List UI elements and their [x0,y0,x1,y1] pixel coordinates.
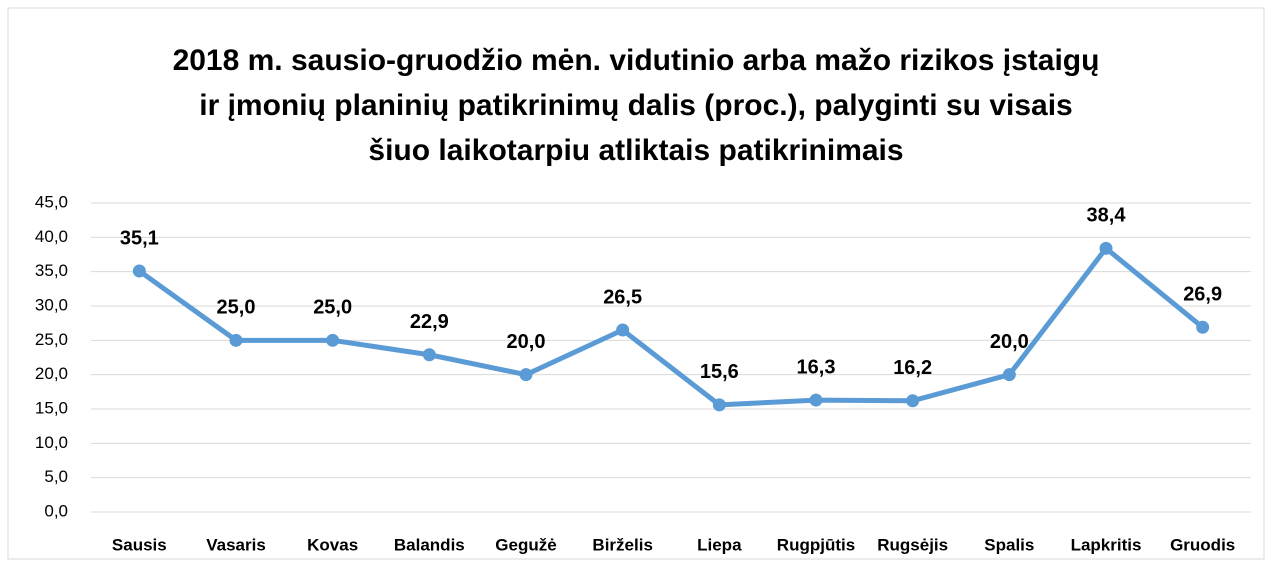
y-tick-label: 45,0 [35,192,68,211]
x-tick-label: Balandis [394,535,465,554]
data-label: 15,6 [700,361,739,383]
data-label: 20,0 [990,331,1029,353]
marker [1002,368,1016,382]
x-tick-label: Liepa [697,535,742,554]
marker [326,333,340,347]
data-label: 22,9 [410,311,449,333]
data-label: 26,9 [1183,284,1222,306]
chart-title: ir įmonių planinių patikrinimų dalis (pr… [199,89,1072,122]
data-label: 38,4 [1087,205,1127,227]
x-tick-label: Birželis [592,535,652,554]
data-label: 20,0 [507,331,546,353]
x-tick-label: Lapkritis [1071,535,1142,554]
y-tick-label: 30,0 [35,295,68,314]
y-tick-label: 10,0 [35,433,68,452]
x-tick-label: Sausis [112,535,167,554]
data-label: 16,3 [797,356,836,378]
x-tick-label: Spalis [984,535,1034,554]
y-tick-label: 25,0 [35,330,68,349]
marker [422,348,436,362]
data-label: 26,5 [603,286,642,308]
marker [616,323,630,337]
x-tick-label: Gruodis [1170,535,1235,554]
data-label: 16,2 [893,357,932,379]
y-tick-label: 5,0 [44,467,68,486]
y-tick-label: 40,0 [35,227,68,246]
marker [809,393,823,407]
y-tick-label: 35,0 [35,261,68,280]
data-label: 25,0 [217,297,256,319]
x-tick-label: Vasaris [206,535,266,554]
chart-title: 2018 m. sausio-gruodžio mėn. vidutinio a… [173,44,1100,77]
marker [519,368,533,382]
x-tick-label: Rugsėjis [877,535,948,554]
line [137,245,1205,408]
marker [229,333,243,347]
marker [712,398,726,412]
y-tick-label: 15,0 [35,398,68,417]
data-label: 35,1 [120,227,159,249]
x-tick-label: Rugpjūtis [777,535,855,554]
x-tick-label: Kovas [307,535,358,554]
chart-border [7,7,1265,560]
chart-title: šiuo laikotarpiu atliktais patikrinimais [368,134,903,167]
y-tick-label: 20,0 [35,364,68,383]
marker [132,264,146,278]
y-tick-label: 0,0 [44,501,68,520]
marker [1099,241,1113,255]
x-tick-label: Gegužė [495,535,556,554]
marker [1196,320,1210,334]
data-label: 25,0 [313,297,352,319]
marker [906,394,920,408]
